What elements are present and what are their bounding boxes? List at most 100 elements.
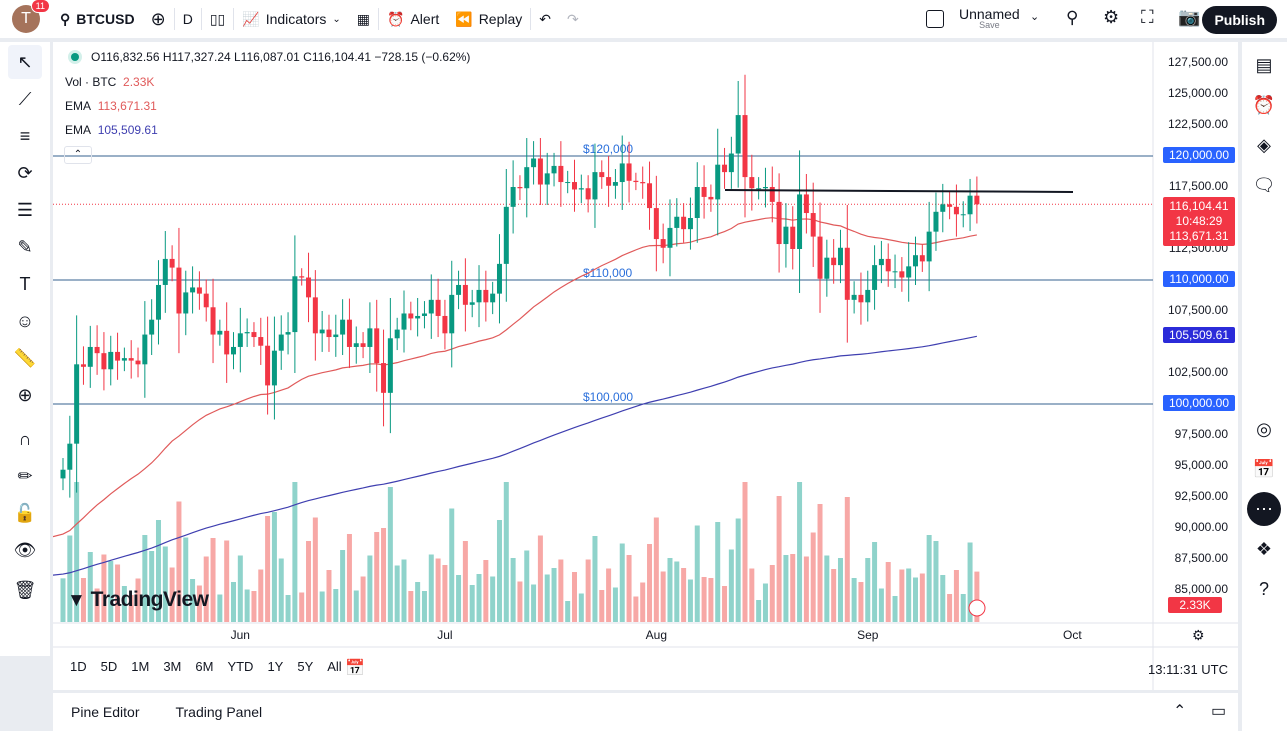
candle-body bbox=[681, 216, 687, 230]
chevron-up-icon[interactable]: ⌃ bbox=[1173, 703, 1187, 720]
broadcast-icon[interactable]: ❖ bbox=[1255, 538, 1273, 559]
replay-button[interactable]: ⏪ Replay bbox=[447, 0, 530, 38]
interval-button[interactable]: D bbox=[175, 0, 201, 38]
volume-bar bbox=[483, 560, 489, 622]
cursor-tool-icon[interactable]: ↖ bbox=[8, 45, 42, 79]
settings-gear-icon[interactable]: ⚙ bbox=[1103, 7, 1120, 27]
apps-grid-icon[interactable]: ⋯ bbox=[1247, 492, 1281, 526]
quick-search-icon[interactable]: ⚲ bbox=[1066, 8, 1079, 27]
timeframe-selector: 1D 5D 1M 3M 6M YTD 1Y 5Y All bbox=[63, 659, 349, 674]
volume-bar bbox=[544, 574, 550, 622]
tab-trading-panel[interactable]: Trading Panel bbox=[175, 704, 263, 720]
volume-bar bbox=[101, 554, 107, 622]
alerts-clock-icon[interactable]: ⏰ bbox=[1252, 94, 1276, 115]
layers-icon[interactable]: ◈ bbox=[1257, 134, 1271, 155]
timeframe-ytd[interactable]: YTD bbox=[227, 659, 254, 674]
price-axis-tick: 102,500.00 bbox=[1167, 365, 1228, 379]
price-chart[interactable]: $120,000 $110,000 $100,000 Jun Jul Aug Sep Oct bbox=[53, 42, 1238, 690]
notification-badge: 11 bbox=[30, 0, 50, 13]
timeframe-5y[interactable]: 5Y bbox=[297, 659, 314, 674]
indicators-button[interactable]: 📈 Indicators ⌄ bbox=[234, 0, 349, 38]
top-toolbar: T 11 ⚲ BTCUSD ⊕ D ▯▯ 📈 Indicators ⌄ ▦ ⏰ Alert… bbox=[0, 0, 1287, 38]
trendline-tool-icon[interactable]: ⟋ bbox=[18, 88, 32, 109]
tab-pine-editor[interactable]: Pine Editor bbox=[71, 704, 140, 720]
timeframe-1y[interactable]: 1Y bbox=[267, 659, 284, 674]
text-tool-icon[interactable]: T bbox=[19, 273, 31, 294]
layout-name-button[interactable]: Unnamed Save bbox=[959, 6, 1020, 30]
lock-drawing-edit-icon[interactable]: ✏ bbox=[17, 465, 33, 486]
volume-bar bbox=[667, 558, 673, 622]
timeframe-6m[interactable]: 6M bbox=[195, 659, 214, 674]
pattern-tool-icon[interactable]: ⟳ bbox=[17, 162, 33, 183]
layout-chevron-down-icon[interactable]: ⌄ bbox=[1030, 11, 1040, 23]
symbol-search[interactable]: ⚲ BTCUSD bbox=[52, 0, 143, 38]
indicators-label: Indicators bbox=[265, 11, 327, 27]
vol-value: 2.33K bbox=[123, 75, 155, 89]
calendar-icon[interactable]: 📅 bbox=[1252, 458, 1276, 479]
volume-bar bbox=[476, 574, 482, 622]
fullscreen-icon[interactable]: ⛶ bbox=[1141, 7, 1154, 27]
volume-bar bbox=[694, 525, 700, 622]
volume-bar bbox=[783, 555, 789, 622]
lock-icon[interactable]: 🔓 bbox=[13, 502, 37, 523]
timeframe-1d[interactable]: 1D bbox=[70, 659, 87, 674]
volume-bar bbox=[974, 571, 980, 622]
date-range-calendar-icon[interactable]: 📅 bbox=[345, 660, 365, 677]
ruler-tool-icon[interactable]: 📏 bbox=[13, 347, 37, 368]
candle-body bbox=[953, 206, 959, 215]
timeframe-all[interactable]: All bbox=[327, 659, 342, 674]
compare-button[interactable]: ⊕ bbox=[143, 0, 174, 38]
timeframe-1m[interactable]: 1M bbox=[131, 659, 150, 674]
emoji-tool-icon[interactable]: ☺ bbox=[15, 310, 35, 331]
maximize-icon[interactable]: ▭ bbox=[1211, 703, 1227, 720]
publish-button[interactable]: Publish bbox=[1202, 6, 1277, 34]
volume-bar bbox=[360, 576, 366, 622]
help-icon[interactable]: ? bbox=[1258, 578, 1269, 599]
fib-tool-icon[interactable]: ☰ bbox=[16, 199, 34, 220]
volume-bar bbox=[565, 601, 571, 622]
volume-bar bbox=[155, 520, 161, 622]
chart-pane[interactable]: $120,000 $110,000 $100,000 Jun Jul Aug Sep Oct … bbox=[53, 42, 1238, 690]
candle-body bbox=[960, 214, 966, 216]
zoom-in-tool-icon[interactable]: ⊕ bbox=[17, 384, 33, 405]
horizontal-lines-tool-icon[interactable]: ≡ bbox=[19, 125, 31, 146]
candle-body bbox=[490, 293, 496, 303]
target-icon[interactable]: ◎ bbox=[1256, 418, 1272, 439]
volume-bar bbox=[428, 554, 434, 622]
brush-tool-icon[interactable]: ✎ bbox=[17, 236, 33, 257]
price-axis-tick: 97,500.00 bbox=[1174, 427, 1228, 441]
candle-body bbox=[67, 443, 73, 470]
layout-checkbox-icon[interactable] bbox=[926, 10, 944, 28]
camera-icon[interactable]: 📷 bbox=[1178, 7, 1201, 27]
undo-button[interactable]: ↶ bbox=[531, 0, 559, 38]
redo-button[interactable]: ↷ bbox=[559, 0, 587, 38]
magnet-tool-icon[interactable]: ∩ bbox=[18, 428, 32, 449]
price-axis-tick: 117,500.00 bbox=[1168, 179, 1228, 193]
volume-bar bbox=[906, 568, 912, 622]
timeframe-5d[interactable]: 5D bbox=[100, 659, 118, 674]
volume-bar bbox=[340, 550, 346, 622]
volume-bar bbox=[258, 569, 264, 622]
eye-icon[interactable]: 👁 bbox=[13, 539, 37, 560]
volume-bar bbox=[687, 579, 693, 622]
candle-body bbox=[592, 172, 598, 200]
drawing-toolbar: ↖ ⟋ ≡ ⟳ ☰ ✎ T ☺ 📏 ⊕ ∩ ✏ 🔓 👁 🗑 bbox=[0, 42, 50, 656]
chart-type-button[interactable]: ▯▯ bbox=[202, 0, 233, 38]
volume-bar bbox=[271, 512, 277, 622]
trash-icon[interactable]: 🗑 bbox=[13, 579, 37, 600]
candle-body bbox=[619, 163, 625, 183]
volume-bar bbox=[769, 565, 775, 622]
timeframe-3m[interactable]: 3M bbox=[163, 659, 182, 674]
chat-icon[interactable]: 🗨 bbox=[1252, 174, 1276, 195]
axis-settings-icon[interactable]: ⚙ bbox=[1192, 627, 1205, 643]
collapse-legend-button[interactable]: ⌃ bbox=[64, 146, 92, 164]
candle-body bbox=[203, 293, 209, 308]
watchlist-icon[interactable]: ▤ bbox=[1255, 54, 1273, 75]
user-avatar[interactable]: T 11 bbox=[12, 0, 50, 33]
templates-button[interactable]: ▦ bbox=[349, 0, 378, 38]
candle-body bbox=[196, 287, 202, 294]
candle-body bbox=[640, 182, 646, 184]
alert-button[interactable]: ⏰ Alert bbox=[379, 0, 447, 38]
candle-body bbox=[647, 183, 653, 209]
candle-body bbox=[769, 187, 775, 202]
